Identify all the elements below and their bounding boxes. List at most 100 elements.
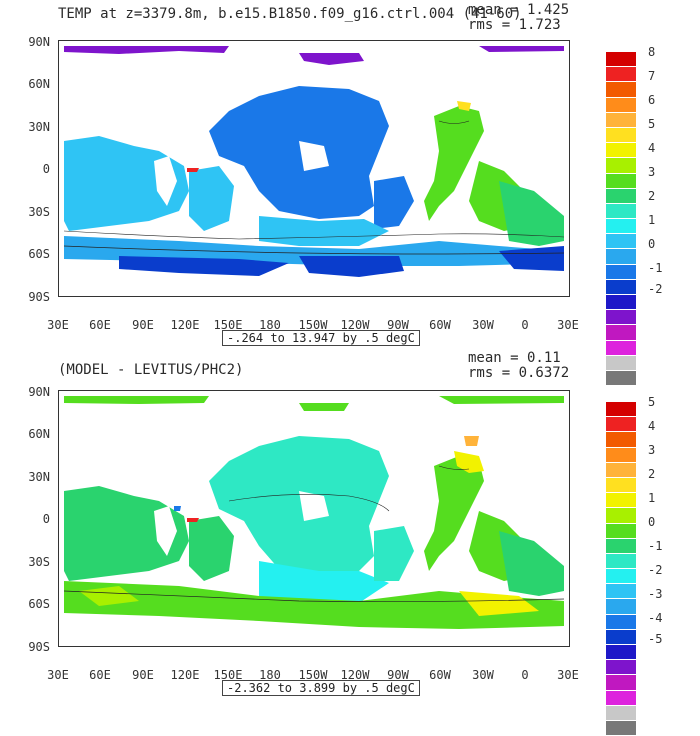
colorbar-swatch — [606, 538, 636, 554]
colorbar-label: 4 — [648, 419, 656, 433]
colorbar-swatch — [606, 219, 636, 235]
colorbar-swatch — [606, 355, 636, 371]
lon-label: 180 — [259, 668, 281, 682]
colorbar-swatch — [606, 249, 636, 265]
lon-label: 60E — [89, 668, 111, 682]
lat-label: 0 — [42, 162, 50, 176]
lon-label: 150E — [213, 668, 243, 682]
colorbar-swatch — [606, 402, 636, 418]
colorbar-label: 0 — [648, 515, 656, 529]
colorbar-swatch — [606, 645, 636, 661]
colorbar-swatch — [606, 523, 636, 539]
lon-label: 120W — [340, 668, 370, 682]
colorbar-label: 2 — [648, 189, 656, 203]
lat-label: 90N — [28, 385, 50, 399]
temperature-field-map — [63, 46, 565, 277]
lon-label: 150W — [298, 318, 328, 332]
lat-label: 90S — [28, 640, 50, 654]
colorbar-swatch — [606, 599, 636, 615]
lat-label: 0 — [42, 512, 50, 526]
colorbar-label: 1 — [648, 213, 656, 227]
colorbar-swatch — [606, 97, 636, 113]
colorbar-label: 3 — [648, 443, 656, 457]
colorbar-label: 7 — [648, 69, 656, 83]
lon-label: 90E — [132, 318, 154, 332]
colorbar-swatch — [606, 295, 636, 311]
lon-label: 30E — [557, 668, 579, 682]
lon-label: 90W — [387, 318, 409, 332]
colorbar-swatch — [606, 310, 636, 326]
colorbar-label: -3 — [648, 587, 663, 601]
contour-range-label: -2.362 to 3.899 by .5 degC — [222, 680, 420, 696]
colorbar-swatch — [606, 158, 636, 174]
lon-label: 150W — [298, 668, 328, 682]
colorbar-swatch — [606, 52, 636, 68]
colorbar-swatch — [606, 370, 636, 387]
colorbar-swatch — [606, 173, 636, 189]
lat-label: 90S — [28, 290, 50, 304]
lon-label: 150E — [213, 318, 243, 332]
colorbar-swatch — [606, 127, 636, 144]
lon-label: 30W — [472, 668, 494, 682]
lat-label: 60N — [28, 427, 50, 441]
lon-label: 30E — [47, 318, 69, 332]
colorbar-swatch — [606, 203, 636, 220]
colorbar-label: 5 — [648, 395, 656, 409]
colorbar-swatch — [606, 614, 636, 630]
rms-value: rms = 0.6372 — [468, 365, 570, 381]
colorbar-swatch — [606, 660, 636, 676]
contour-range-label: -.264 to 13.947 by .5 degC — [222, 330, 420, 346]
colorbar-swatch — [606, 143, 636, 159]
lon-label: 120E — [170, 668, 200, 682]
map-area — [58, 40, 570, 297]
lon-label: 60E — [89, 318, 111, 332]
lon-label: 60W — [429, 668, 451, 682]
lon-label: 30E — [47, 668, 69, 682]
lon-label: 0 — [521, 318, 529, 332]
colorbar-label: 4 — [648, 141, 656, 155]
lat-label: 30S — [28, 205, 50, 219]
lat-label: 60N — [28, 77, 50, 91]
colorbar-label: -5 — [648, 632, 663, 646]
colorbar-swatch — [606, 112, 636, 128]
colorbar-label: 3 — [648, 165, 656, 179]
colorbar-swatch — [606, 477, 636, 494]
colorbar — [606, 402, 636, 736]
panel-model-minus-obs: (MODEL - LEVITUS/PHC2) mean = 0.11 rms =… — [0, 350, 700, 736]
lon-label: 0 — [521, 668, 529, 682]
lon-label: 90W — [387, 668, 409, 682]
colorbar-label: 1 — [648, 491, 656, 505]
colorbar-swatch — [606, 720, 636, 736]
colorbar-swatch — [606, 569, 636, 585]
colorbar-swatch — [606, 584, 636, 600]
lon-label: 180 — [259, 318, 281, 332]
lat-label: 60S — [28, 597, 50, 611]
colorbar-label: -2 — [648, 563, 663, 577]
lon-label: 120W — [340, 318, 370, 332]
colorbar-swatch — [606, 417, 636, 433]
lon-label: 30E — [557, 318, 579, 332]
colorbar-swatch — [606, 188, 636, 204]
colorbar-swatch — [606, 705, 636, 721]
colorbar-swatch — [606, 553, 636, 570]
lat-label: 30N — [28, 120, 50, 134]
colorbar-swatch — [606, 325, 636, 341]
colorbar-swatch — [606, 690, 636, 706]
lon-label: 30W — [472, 318, 494, 332]
colorbar — [606, 52, 636, 387]
lat-label: 90N — [28, 35, 50, 49]
lat-label: 30S — [28, 555, 50, 569]
colorbar-label: 8 — [648, 45, 656, 59]
lat-label: 30N — [28, 470, 50, 484]
colorbar-label: -2 — [648, 282, 663, 296]
colorbar-swatch — [606, 234, 636, 250]
colorbar-label: -1 — [648, 539, 663, 553]
colorbar-swatch — [606, 462, 636, 478]
panel-title: TEMP at z=3379.8m, b.e15.B1850.f09_g16.c… — [58, 6, 522, 22]
lat-label: 60S — [28, 247, 50, 261]
colorbar-label: 0 — [648, 237, 656, 251]
colorbar-swatch — [606, 508, 636, 524]
rms-value: rms = 1.723 — [468, 17, 561, 33]
lon-label: 60W — [429, 318, 451, 332]
colorbar-swatch — [606, 264, 636, 280]
